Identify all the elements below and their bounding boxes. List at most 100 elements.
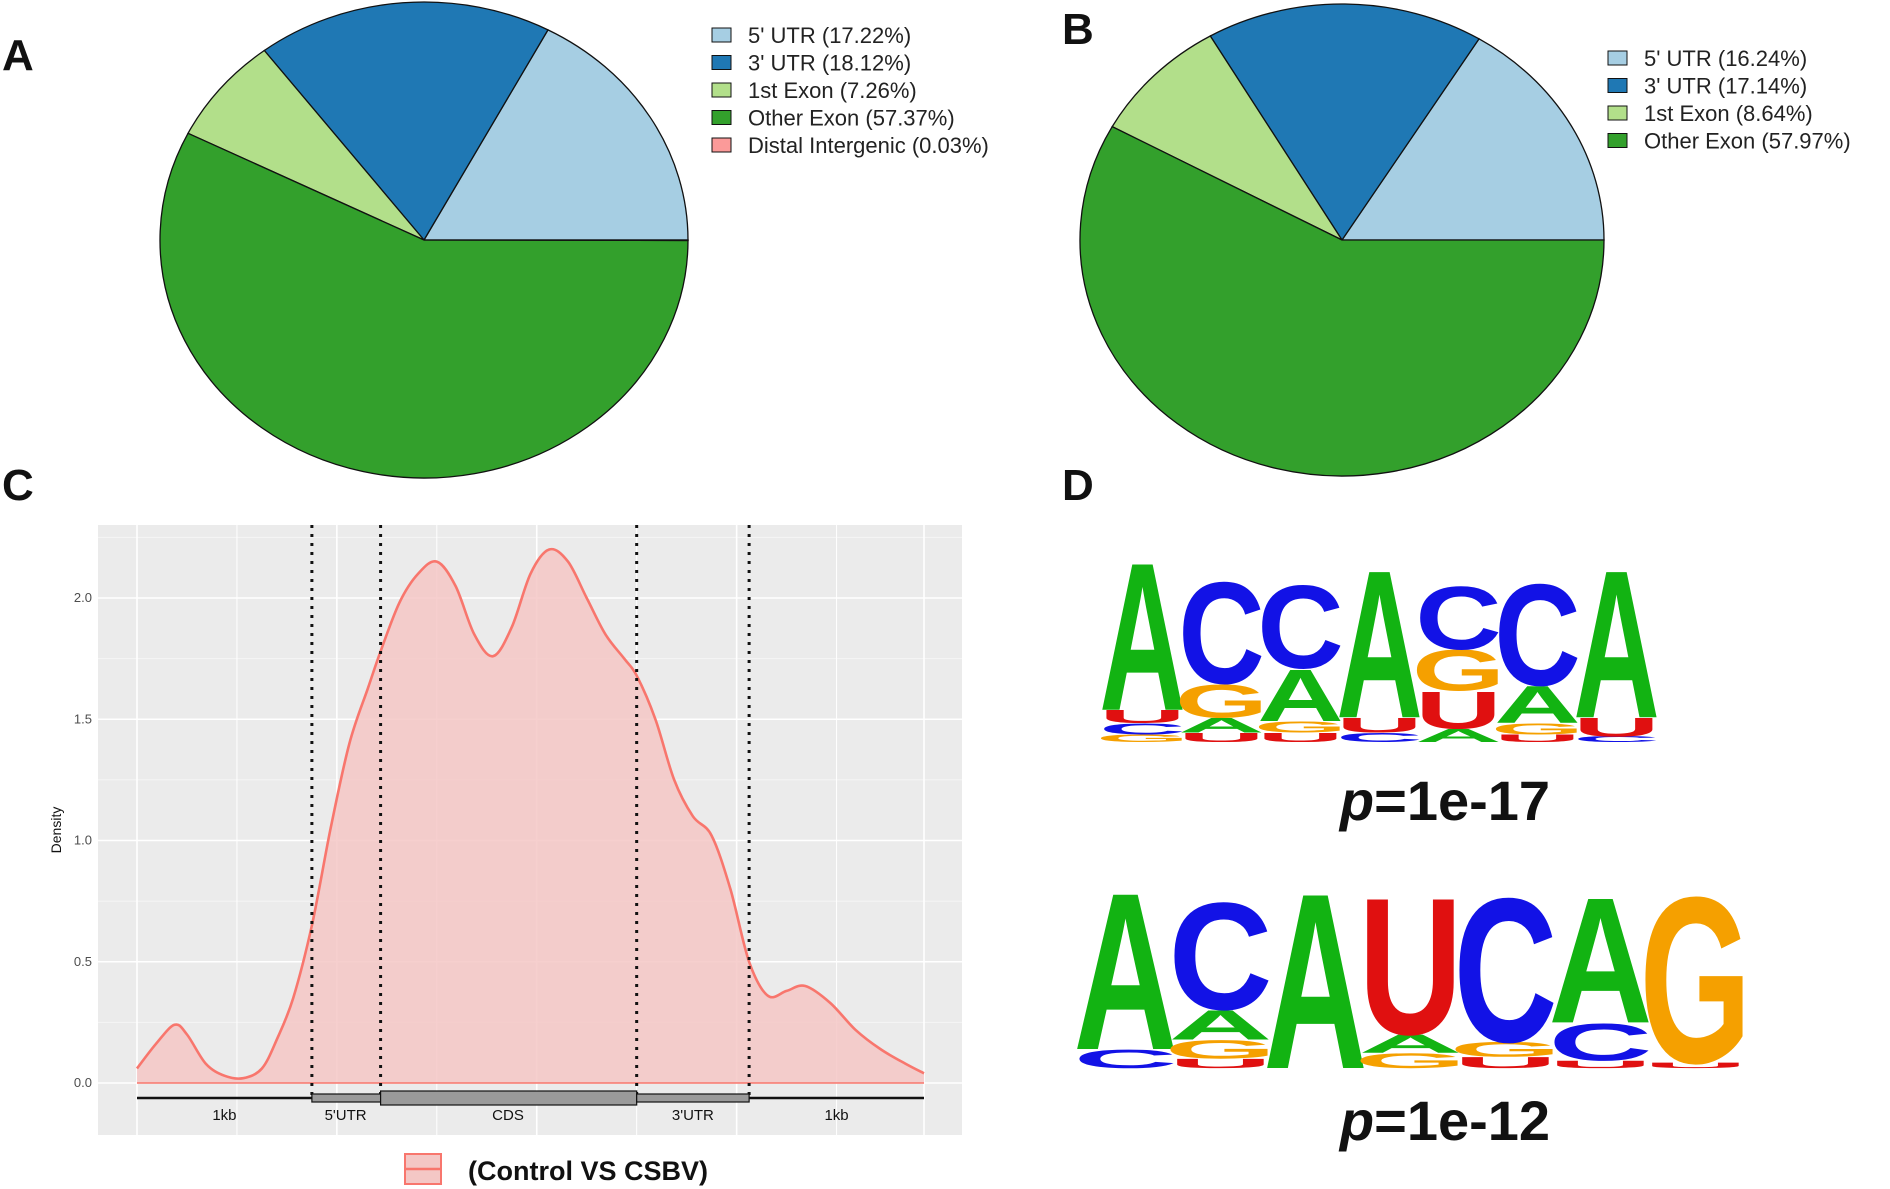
logo-1-pos-1-letter-G: G (1175, 675, 1268, 728)
pie-a-slice-0 (422, 29, 689, 241)
pie-a-legend-label-2: 1st Exon (7.26%) (748, 78, 917, 103)
logo-1-pos-4-letter-U: U (1415, 681, 1501, 740)
pie-b-legend-swatch-2 (1607, 105, 1628, 121)
logo-1-pos-2-letter-U: U (1257, 730, 1343, 745)
logo-2-pos-6-letter-G: G (1640, 847, 1752, 1113)
logo-1-pos-5-letter-U: U (1494, 733, 1580, 745)
pie-b-legend-label-1: 3' UTR (17.14%) (1644, 74, 1807, 99)
region-label-3: 3'UTR (672, 1107, 714, 1124)
region-label-1: 5'UTR (325, 1107, 367, 1124)
pie-a-legend-label-4: Distal Intergenic (0.03%) (748, 133, 989, 158)
logo-1-pos-2-letter-G: G (1254, 718, 1347, 736)
gene-track-block-2 (379, 1090, 638, 1106)
logo-2-pos-1-letter-C: C (1169, 872, 1273, 1042)
pie-a-legend-label-1: 3' UTR (18.12%) (748, 51, 911, 76)
legend-label: (Control VS CSBV) (468, 1156, 708, 1186)
logo-2-pos-6-letter-U: U (1644, 1061, 1748, 1070)
logo-1-pos-5-letter-G: G (1491, 720, 1584, 738)
logo-1-pos-4-letter-C: C (1415, 568, 1501, 668)
logo-2-pos-1-letter-U: U (1169, 1056, 1273, 1071)
logo-1-pos-0-letter-A: A (1099, 520, 1185, 755)
logo-1-pos-1-letter-U: U (1178, 730, 1264, 745)
pie-b-legend-swatch-1 (1607, 78, 1628, 93)
pie-legend-a: 5' UTR (17.22%) 3' UTR (18.12%)1st Exon (… (711, 23, 989, 158)
y-tick-label-3: 1.5 (74, 711, 92, 726)
pie-b-legend-label-3: Other Exon (57.97%) (1644, 129, 1851, 154)
density-legend: (Control VS CSBV) (404, 1153, 708, 1186)
pie-a-legend-swatch-1 (711, 55, 732, 70)
motif-2-pvalue: p=1e-12 (1338, 1089, 1550, 1152)
logo-1-pos-0-letter-U: U (1099, 706, 1185, 727)
pie-a-slice-1 (263, 1, 549, 242)
logo-1-pos-6-letter-U: U (1573, 713, 1659, 742)
gene-track-block-1 (311, 1093, 382, 1103)
pie-b-legend-label-0: 5' UTR (16.24%) (1644, 46, 1807, 71)
region-label-0: 1kb (212, 1107, 236, 1124)
logo-1-pos-1-letter-A: A (1178, 714, 1264, 738)
logo-2-pos-3-letter-G: G (1355, 1049, 1467, 1073)
logo-2-pos-4-letter-U: U (1454, 1054, 1558, 1072)
y-tick-label-0: 0.0 (74, 1075, 92, 1090)
pvalue-prefix-1: p (1338, 769, 1374, 832)
logo-1-pos-5-letter-C: C (1494, 555, 1580, 716)
logo-2-pos-1-letter-G: G (1165, 1035, 1277, 1065)
pie-b-legend-swatch-3 (1607, 133, 1628, 148)
pie-a-legend-swatch-0 (711, 27, 732, 43)
logo-1-pos-3-letter-A: A (1336, 528, 1422, 763)
pie-b-slice-2 (1111, 35, 1344, 242)
y-tick-label-2: 1.0 (74, 833, 92, 848)
pie-legend-b: 5' UTR (16.24%) 3' UTR (17.14%)1st Exon (… (1607, 46, 1851, 154)
logo-1-pos-6-letter-A: A (1573, 528, 1659, 763)
panel-label-d: D (1062, 461, 1094, 510)
panel-label-c: C (2, 461, 34, 510)
density-line (135, 547, 925, 1080)
pie-b-slice-3 (1079, 125, 1605, 477)
y-tick-label-4: 2.0 (74, 590, 92, 605)
pie-a-legend-label-3: Other Exon (57.37%) (748, 106, 955, 131)
panel-label-b: B (1062, 5, 1094, 54)
pvalue-suffix-2: =1e-12 (1374, 1089, 1550, 1152)
y-axis-title: Density (48, 807, 64, 854)
pie-a-legend-swatch-3 (711, 110, 732, 125)
pie-a-slice-3 (159, 132, 689, 479)
logo-1-pos-1-letter-C: C (1178, 553, 1264, 714)
pvalue-prefix-2: p (1338, 1089, 1374, 1152)
logo-2-pos-3-letter-U: U (1359, 858, 1463, 1075)
pie-b-legend-swatch-0 (1607, 50, 1628, 66)
logo-1-pos-3-letter-U: U (1336, 714, 1422, 738)
pie-a-legend-label-0: 5' UTR (17.22%) (748, 23, 911, 48)
region-label-2: CDS (492, 1107, 524, 1124)
logo-1-pos-4-letter-G: G (1412, 638, 1505, 703)
pie-b-slice-1 (1209, 3, 1480, 242)
logo-1-pos-2-letter-A: A (1257, 655, 1343, 737)
logo-1-pos-0-letter-C: C (1099, 720, 1185, 738)
logo-2-pos-4-letter-C: C (1454, 855, 1558, 1086)
pie-chart-b (1079, 3, 1605, 477)
pie-chart-a (159, 1, 689, 479)
panel-label-a: A (2, 31, 34, 80)
logo-1-pos-2-letter-C: C (1257, 561, 1343, 693)
logo-1-pos-4-letter-A: A (1415, 725, 1501, 746)
logo-2-pos-5-letter-U: U (1549, 1058, 1653, 1070)
y-tick-label-1: 0.5 (74, 954, 92, 969)
logo-1-pos-5-letter-A: A (1494, 675, 1580, 734)
pie-a-legend-swatch-4 (711, 137, 732, 153)
logo-2-pos-5-letter-C: C (1549, 1013, 1653, 1072)
pvalue-suffix-1: =1e-17 (1374, 769, 1550, 832)
gene-track-block-3 (636, 1093, 750, 1103)
pie-a-legend-swatch-2 (711, 82, 732, 98)
logo-2-pos-3-letter-A: A (1359, 1029, 1463, 1059)
logo-2-pos-4-letter-G: G (1450, 1038, 1562, 1062)
logo-1-pos-3-letter-C: C (1336, 730, 1422, 745)
region-label-4: 1kb (824, 1107, 848, 1124)
logo-1-pos-6-letter-C: C (1573, 735, 1659, 744)
logo-2-pos-0-letter-C: C (1074, 1044, 1178, 1074)
logo-1-pos-0-letter-G: G (1096, 733, 1189, 745)
motif-1-pvalue: p=1e-17 (1338, 769, 1550, 832)
logo-2-pos-5-letter-A: A (1549, 861, 1653, 1061)
density-area (137, 549, 924, 1083)
pie-b-legend-label-2: 1st Exon (8.64%) (1644, 101, 1813, 126)
